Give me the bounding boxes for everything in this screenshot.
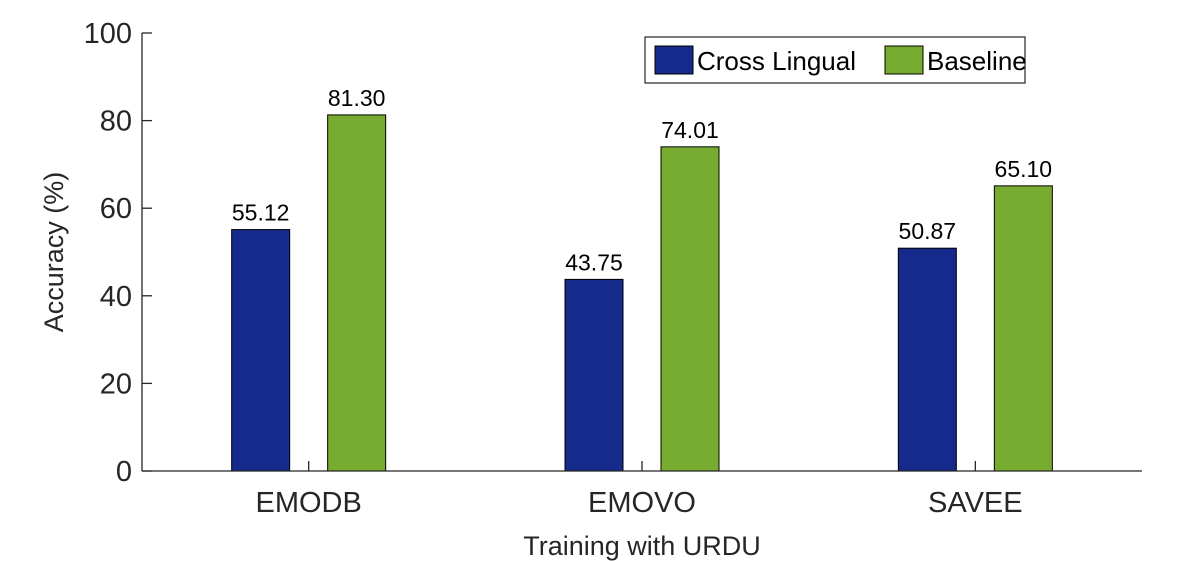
bar-baseline-savee: [993, 185, 1053, 472]
legend-swatch-cross-lingual: [654, 45, 694, 75]
x-tick-label: EMODB: [255, 487, 361, 519]
bar-cross-lingual-emodb: [231, 229, 291, 472]
data-label: 81.30: [328, 85, 386, 111]
data-label: 43.75: [565, 249, 623, 275]
x-tick-label: SAVEE: [928, 487, 1023, 519]
legend: Cross Lingual Baseline: [644, 36, 1027, 84]
bar-baseline-emodb: [327, 114, 387, 472]
y-tick-label: 40: [100, 281, 132, 313]
x-tick-label: EMOVO: [588, 487, 696, 519]
legend-swatch-baseline: [884, 45, 924, 75]
x-axis-title: Training with URDU: [523, 531, 761, 561]
bars: [231, 114, 1053, 472]
y-axis-ticks: 0 20 40 60 80 100: [84, 18, 152, 488]
bar-cross-lingual-emovo: [564, 278, 624, 472]
legend-box: [644, 36, 1026, 84]
data-label: 65.10: [995, 156, 1053, 182]
legend-label-cross-lingual: Cross Lingual: [697, 46, 856, 76]
y-tick-label: 60: [100, 193, 132, 225]
y-tick-label: 80: [100, 106, 132, 138]
legend-label-baseline: Baseline: [927, 46, 1027, 76]
x-axis-ticks: EMODB EMOVO SAVEE: [255, 461, 1023, 519]
y-tick-label: 0: [116, 456, 132, 488]
y-axis-title: Accuracy (%): [39, 172, 69, 333]
data-label: 74.01: [661, 117, 719, 143]
bar-cross-lingual-savee: [897, 247, 957, 472]
data-label: 55.12: [232, 200, 290, 226]
bar-baseline-emovo: [660, 146, 720, 472]
y-tick-label: 20: [100, 368, 132, 400]
data-label: 50.87: [899, 218, 957, 244]
data-labels: 55.12 81.30 43.75 74.01 50.87 65.10: [232, 85, 1052, 275]
y-tick-label: 100: [84, 18, 132, 50]
